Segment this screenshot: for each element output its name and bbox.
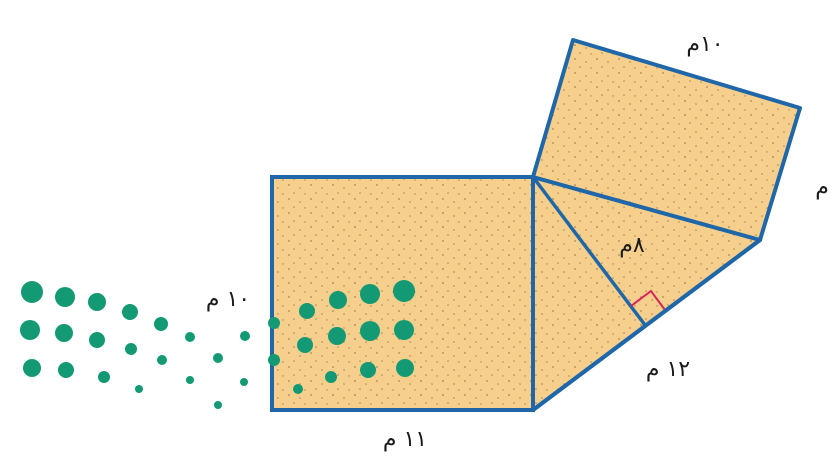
height-line: [531, 175, 647, 327]
shapes: [270, 38, 802, 412]
left-label: ١٠ م: [206, 287, 250, 312]
dots-decoration: [20, 280, 415, 409]
top-label: ١٠م: [686, 32, 723, 57]
right-angle: [630, 289, 666, 311]
height-label: ٨م: [619, 233, 645, 258]
right-label: م: [815, 175, 829, 200]
slant-edge: [531, 238, 762, 412]
slant-label: ١٢ م: [646, 357, 690, 382]
bottom-label: ١١ م: [383, 427, 427, 452]
dashed-diagonal: [532, 175, 761, 242]
